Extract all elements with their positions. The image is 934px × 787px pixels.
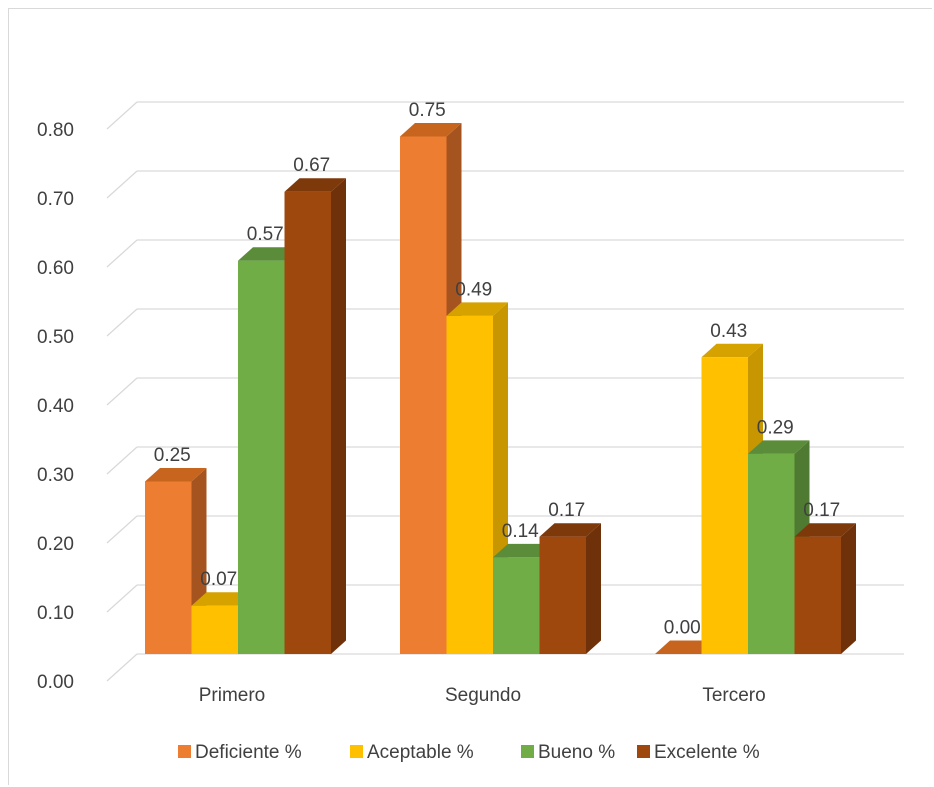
y-tick-label: 0.40 <box>37 396 74 417</box>
bars <box>145 123 856 654</box>
data-label: 0.75 <box>409 100 446 121</box>
bar-top <box>655 640 717 654</box>
chart-frame <box>8 8 932 785</box>
bar-front <box>539 536 586 654</box>
y-tick-label: 0.10 <box>37 603 74 624</box>
bar-front <box>446 315 493 654</box>
legend-label: Bueno % <box>538 742 615 763</box>
data-label: 0.43 <box>710 321 747 342</box>
data-label: 0.67 <box>293 155 330 176</box>
data-label: 0.17 <box>803 500 840 521</box>
data-label: 0.17 <box>548 500 585 521</box>
bar-front <box>794 536 841 654</box>
x-tick-label: Primero <box>199 685 266 706</box>
bar-top <box>748 440 810 454</box>
bar-segundo-4 <box>539 523 601 654</box>
bar-top <box>794 523 856 537</box>
gridline-depth <box>106 308 138 337</box>
bar-top <box>284 178 346 192</box>
gridline-depth <box>106 653 138 682</box>
bar-front <box>191 605 238 654</box>
legend-label: Aceptable % <box>367 742 474 763</box>
data-label: 0.49 <box>455 279 492 300</box>
bar-top <box>400 123 462 137</box>
gridline-depth <box>106 446 138 475</box>
bar-front <box>284 191 331 654</box>
gridline-depth <box>106 101 138 130</box>
gridline-depth <box>106 377 138 406</box>
legend: Deficiente % Aceptable % Bueno % Excelente … <box>178 742 760 763</box>
data-label: 0.29 <box>757 417 794 438</box>
legend-item: Bueno % <box>521 742 615 763</box>
data-label: 0.07 <box>200 569 237 590</box>
legend-item: Aceptable % <box>350 742 474 763</box>
y-tick-label: 0.80 <box>37 120 74 141</box>
bar-front <box>238 260 285 654</box>
legend-swatch <box>521 745 534 758</box>
data-label: 0.57 <box>247 224 284 245</box>
y-tick-label: 0.70 <box>37 189 74 210</box>
bar-side <box>841 523 856 654</box>
bar-tercero-1 <box>655 640 717 654</box>
gridline-depth <box>106 584 138 613</box>
legend-label: Excelente % <box>654 742 760 763</box>
bar-tercero-4 <box>794 523 856 654</box>
bar-front <box>748 453 795 654</box>
bar-top <box>701 343 763 358</box>
bar-top <box>191 592 253 606</box>
bar-top <box>238 247 300 261</box>
legend-swatch <box>350 745 363 758</box>
x-tick-label: Segundo <box>445 685 521 706</box>
bar-front <box>493 557 540 654</box>
bar-top <box>145 468 207 482</box>
data-label: 0.25 <box>154 445 191 466</box>
bar-top <box>446 302 508 316</box>
legend-item: Excelente % <box>637 742 760 763</box>
bar-top <box>493 543 555 558</box>
y-tick-label: 0.20 <box>37 534 74 555</box>
legend-swatch <box>178 745 191 758</box>
bar-front <box>701 357 748 654</box>
y-tick-label: 0.60 <box>37 258 74 279</box>
x-tick-label: Tercero <box>702 685 765 706</box>
x-axis: Primero Segundo Tercero <box>199 685 766 706</box>
legend-swatch <box>637 745 650 758</box>
gridline-depth <box>106 170 138 199</box>
bar-side <box>586 523 601 654</box>
y-tick-label: 0.50 <box>37 327 74 348</box>
bar-primero-4 <box>284 178 346 654</box>
legend-label: Deficiente % <box>195 742 302 763</box>
bar-front <box>145 481 192 654</box>
y-tick-label: 0.00 <box>37 672 74 693</box>
y-tick-label: 0.30 <box>37 465 74 486</box>
data-label: 0.14 <box>502 521 539 542</box>
gridline-depth <box>106 239 138 268</box>
y-axis: 0.00 0.10 0.20 0.30 0.40 0.50 0.60 0.70 0.80 <box>37 120 74 693</box>
legend-item: Deficiente % <box>178 742 302 763</box>
data-labels: 0.25 0.07 0.57 0.67 0.75 0.49 0.14 0.17 0.00 0.43… <box>154 100 840 639</box>
data-label: 0.00 <box>664 618 701 639</box>
bar-side <box>331 178 346 654</box>
bar-front <box>400 136 447 654</box>
gridline-depth <box>106 515 138 544</box>
bar-top <box>539 523 601 537</box>
